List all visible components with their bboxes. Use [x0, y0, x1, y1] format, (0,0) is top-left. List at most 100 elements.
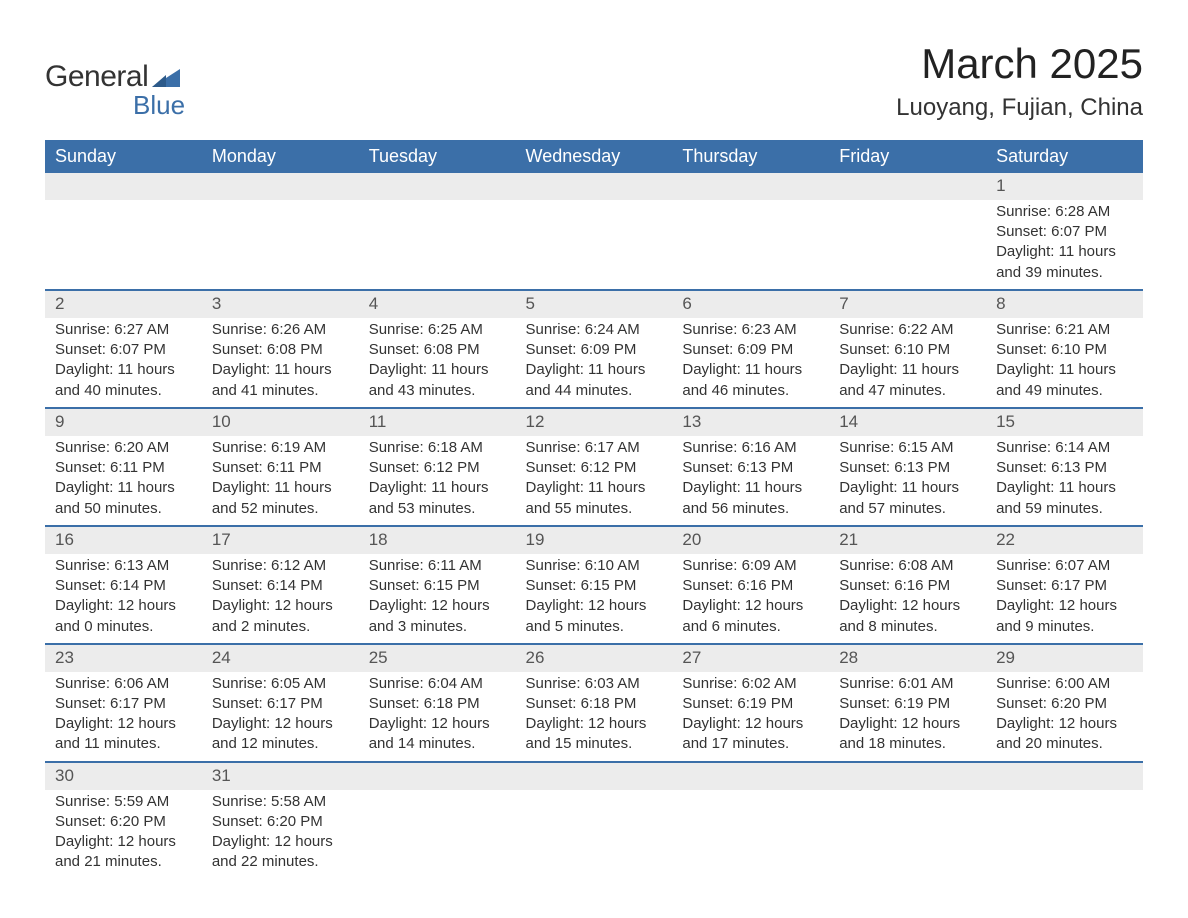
day-body: Sunrise: 6:09 AMSunset: 6:16 PMDaylight:… — [672, 554, 829, 643]
day-number — [829, 173, 986, 200]
day-number — [986, 763, 1143, 790]
sunrise-text: Sunrise: 6:15 AM — [839, 438, 976, 458]
day-header: Saturday — [986, 140, 1143, 173]
dl2-text: and 53 minutes. — [369, 499, 506, 519]
dl1-text: Daylight: 12 hours — [839, 596, 976, 616]
sunrise-text: Sunrise: 6:17 AM — [526, 438, 663, 458]
day-body: Sunrise: 6:15 AMSunset: 6:13 PMDaylight:… — [829, 436, 986, 525]
dl1-text: Daylight: 11 hours — [996, 360, 1133, 380]
day-header: Monday — [202, 140, 359, 173]
dl1-text: Daylight: 11 hours — [55, 360, 192, 380]
day-cell: 19Sunrise: 6:10 AMSunset: 6:15 PMDayligh… — [516, 526, 673, 644]
day-cell: 18Sunrise: 6:11 AMSunset: 6:15 PMDayligh… — [359, 526, 516, 644]
day-body: Sunrise: 6:05 AMSunset: 6:17 PMDaylight:… — [202, 672, 359, 761]
sunrise-text: Sunrise: 6:25 AM — [369, 320, 506, 340]
day-cell — [516, 762, 673, 879]
day-body — [986, 790, 1143, 818]
day-cell: 5Sunrise: 6:24 AMSunset: 6:09 PMDaylight… — [516, 290, 673, 408]
day-number: 18 — [359, 527, 516, 554]
sunrise-text: Sunrise: 5:59 AM — [55, 792, 192, 812]
sunrise-text: Sunrise: 6:20 AM — [55, 438, 192, 458]
dl1-text: Daylight: 12 hours — [212, 832, 349, 852]
sunrise-text: Sunrise: 6:06 AM — [55, 674, 192, 694]
dl2-text: and 41 minutes. — [212, 381, 349, 401]
sunset-text: Sunset: 6:17 PM — [55, 694, 192, 714]
dl2-text: and 12 minutes. — [212, 734, 349, 754]
sunrise-text: Sunrise: 6:23 AM — [682, 320, 819, 340]
sunrise-text: Sunrise: 6:10 AM — [526, 556, 663, 576]
logo: General Blue — [45, 60, 185, 121]
day-cell: 26Sunrise: 6:03 AMSunset: 6:18 PMDayligh… — [516, 644, 673, 762]
dl1-text: Daylight: 11 hours — [212, 360, 349, 380]
day-cell: 30Sunrise: 5:59 AMSunset: 6:20 PMDayligh… — [45, 762, 202, 879]
day-number: 25 — [359, 645, 516, 672]
day-cell: 3Sunrise: 6:26 AMSunset: 6:08 PMDaylight… — [202, 290, 359, 408]
day-cell: 17Sunrise: 6:12 AMSunset: 6:14 PMDayligh… — [202, 526, 359, 644]
day-cell: 16Sunrise: 6:13 AMSunset: 6:14 PMDayligh… — [45, 526, 202, 644]
day-number: 26 — [516, 645, 673, 672]
logo-text-general: General — [45, 60, 148, 94]
day-number — [359, 173, 516, 200]
day-cell: 6Sunrise: 6:23 AMSunset: 6:09 PMDaylight… — [672, 290, 829, 408]
day-body: Sunrise: 6:01 AMSunset: 6:19 PMDaylight:… — [829, 672, 986, 761]
day-body: Sunrise: 6:25 AMSunset: 6:08 PMDaylight:… — [359, 318, 516, 407]
day-cell — [45, 173, 202, 290]
day-cell — [829, 173, 986, 290]
dl1-text: Daylight: 12 hours — [682, 596, 819, 616]
sunset-text: Sunset: 6:13 PM — [839, 458, 976, 478]
dl2-text: and 3 minutes. — [369, 617, 506, 637]
sunset-text: Sunset: 6:19 PM — [682, 694, 819, 714]
day-cell — [359, 762, 516, 879]
day-number: 17 — [202, 527, 359, 554]
sunrise-text: Sunrise: 6:22 AM — [839, 320, 976, 340]
sunset-text: Sunset: 6:16 PM — [682, 576, 819, 596]
dl1-text: Daylight: 12 hours — [526, 714, 663, 734]
day-number: 28 — [829, 645, 986, 672]
sunset-text: Sunset: 6:16 PM — [839, 576, 976, 596]
dl2-text: and 22 minutes. — [212, 852, 349, 872]
day-body: Sunrise: 6:03 AMSunset: 6:18 PMDaylight:… — [516, 672, 673, 761]
dl1-text: Daylight: 11 hours — [996, 478, 1133, 498]
week-row: 16Sunrise: 6:13 AMSunset: 6:14 PMDayligh… — [45, 526, 1143, 644]
day-cell: 22Sunrise: 6:07 AMSunset: 6:17 PMDayligh… — [986, 526, 1143, 644]
sunrise-text: Sunrise: 6:03 AM — [526, 674, 663, 694]
week-row: 9Sunrise: 6:20 AMSunset: 6:11 PMDaylight… — [45, 408, 1143, 526]
day-body: Sunrise: 6:07 AMSunset: 6:17 PMDaylight:… — [986, 554, 1143, 643]
day-body: Sunrise: 6:08 AMSunset: 6:16 PMDaylight:… — [829, 554, 986, 643]
day-cell — [359, 173, 516, 290]
dl2-text: and 0 minutes. — [55, 617, 192, 637]
sunrise-text: Sunrise: 6:09 AM — [682, 556, 819, 576]
dl1-text: Daylight: 11 hours — [526, 478, 663, 498]
sunrise-text: Sunrise: 6:26 AM — [212, 320, 349, 340]
sunset-text: Sunset: 6:10 PM — [996, 340, 1133, 360]
day-header: Wednesday — [516, 140, 673, 173]
day-cell — [672, 173, 829, 290]
dl2-text: and 21 minutes. — [55, 852, 192, 872]
dl2-text: and 40 minutes. — [55, 381, 192, 401]
sunset-text: Sunset: 6:08 PM — [212, 340, 349, 360]
week-row: 2Sunrise: 6:27 AMSunset: 6:07 PMDaylight… — [45, 290, 1143, 408]
day-number: 6 — [672, 291, 829, 318]
dl2-text: and 57 minutes. — [839, 499, 976, 519]
day-body: Sunrise: 6:16 AMSunset: 6:13 PMDaylight:… — [672, 436, 829, 525]
dl1-text: Daylight: 11 hours — [369, 478, 506, 498]
day-number: 7 — [829, 291, 986, 318]
day-number — [516, 173, 673, 200]
day-body: Sunrise: 5:58 AMSunset: 6:20 PMDaylight:… — [202, 790, 359, 879]
day-body: Sunrise: 6:28 AMSunset: 6:07 PMDaylight:… — [986, 200, 1143, 289]
day-number: 12 — [516, 409, 673, 436]
day-cell: 15Sunrise: 6:14 AMSunset: 6:13 PMDayligh… — [986, 408, 1143, 526]
day-number: 23 — [45, 645, 202, 672]
day-body: Sunrise: 6:27 AMSunset: 6:07 PMDaylight:… — [45, 318, 202, 407]
day-cell: 21Sunrise: 6:08 AMSunset: 6:16 PMDayligh… — [829, 526, 986, 644]
dl2-text: and 39 minutes. — [996, 263, 1133, 283]
dl1-text: Daylight: 11 hours — [212, 478, 349, 498]
day-number — [516, 763, 673, 790]
dl2-text: and 15 minutes. — [526, 734, 663, 754]
dl2-text: and 14 minutes. — [369, 734, 506, 754]
day-body: Sunrise: 6:12 AMSunset: 6:14 PMDaylight:… — [202, 554, 359, 643]
day-cell: 23Sunrise: 6:06 AMSunset: 6:17 PMDayligh… — [45, 644, 202, 762]
week-row: 1Sunrise: 6:28 AMSunset: 6:07 PMDaylight… — [45, 173, 1143, 290]
day-cell: 13Sunrise: 6:16 AMSunset: 6:13 PMDayligh… — [672, 408, 829, 526]
sunrise-text: Sunrise: 6:05 AM — [212, 674, 349, 694]
